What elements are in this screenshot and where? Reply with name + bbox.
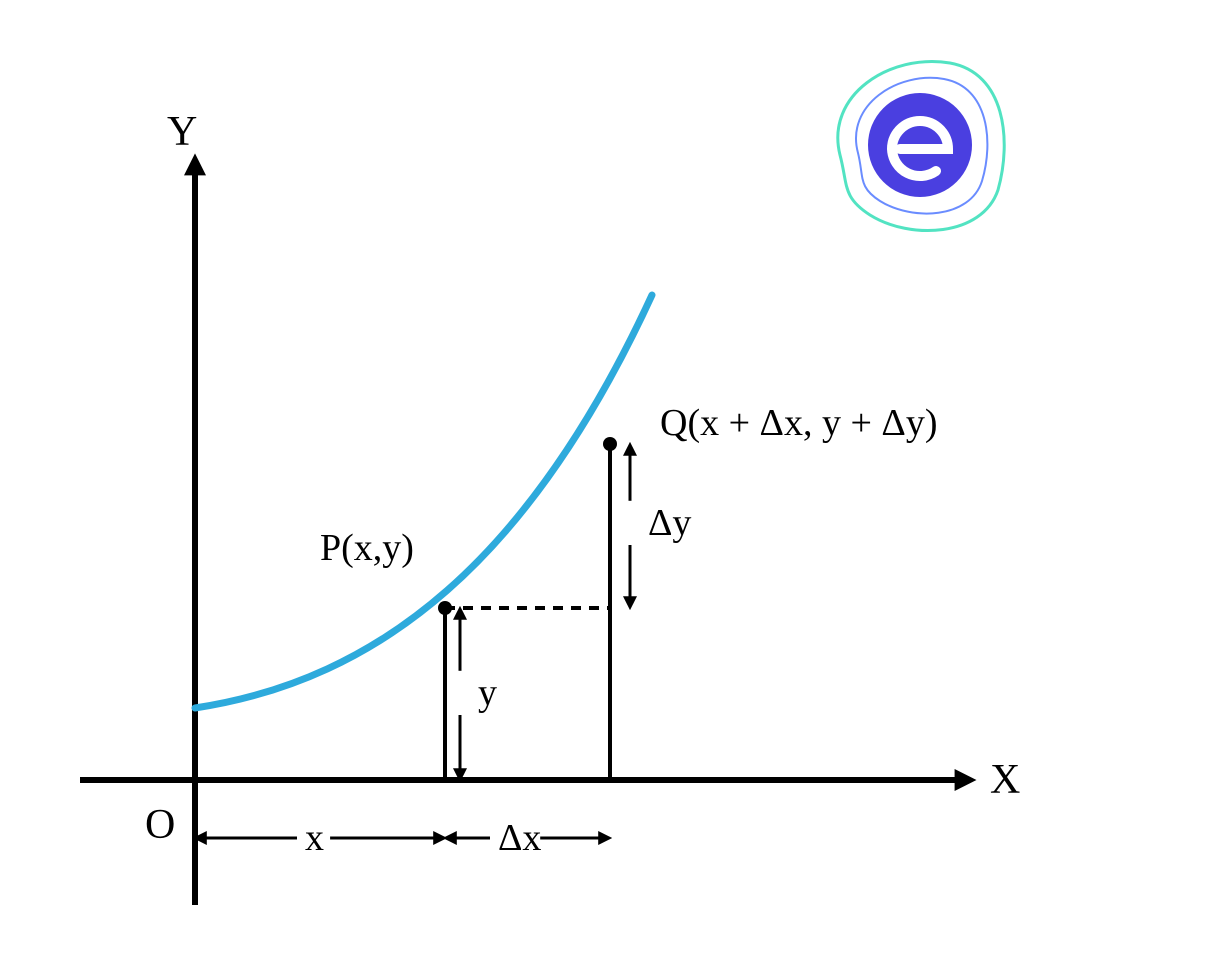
dim-dy-label: Δy (648, 502, 691, 544)
dim-x-label: x (305, 817, 324, 859)
point-q-label: Q(x + Δx, y + Δy) (660, 402, 938, 444)
point-p (438, 601, 452, 615)
origin-label: O (145, 802, 175, 848)
point-p-label: P(x,y) (320, 527, 414, 569)
dim-y-label: y (478, 672, 497, 714)
y-axis-label: Y (167, 109, 197, 155)
dim-dx-label: Δx (498, 817, 541, 859)
function-curve (195, 295, 652, 708)
brand-logo (838, 62, 1004, 231)
derivative-diagram: X Y O P(x,y) Q(x + Δx, y + Δy) x Δx y Δy (0, 0, 1209, 961)
point-q (603, 437, 617, 451)
x-axis-label: X (990, 757, 1020, 803)
